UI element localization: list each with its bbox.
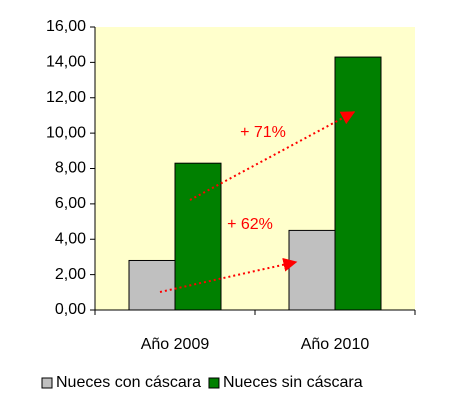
x-tick-label: Año 2010 bbox=[301, 336, 370, 353]
y-tick-label: 16,00 bbox=[46, 18, 86, 35]
bar bbox=[334, 56, 382, 311]
legend-label: Nueces sin cáscara bbox=[223, 374, 363, 391]
y-tick-label: 14,00 bbox=[46, 54, 86, 71]
y-tick-label: 2,00 bbox=[55, 266, 86, 283]
arrow bbox=[159, 257, 298, 293]
y-tick-label: 6,00 bbox=[55, 195, 86, 212]
legend-label: Nueces con cáscara bbox=[56, 374, 201, 391]
bar bbox=[128, 259, 176, 311]
bar bbox=[174, 162, 222, 311]
y-tick-label: 12,00 bbox=[46, 89, 86, 106]
bar bbox=[288, 229, 336, 311]
y-tick-label: 0,00 bbox=[55, 301, 86, 318]
y-tick-label: 10,00 bbox=[46, 124, 86, 141]
y-tick-label: 8,00 bbox=[55, 160, 86, 177]
arrow bbox=[189, 111, 356, 201]
annotation: + 71% bbox=[240, 124, 286, 141]
annotation: + 62% bbox=[227, 216, 273, 233]
x-tick-label: Año 2009 bbox=[141, 336, 210, 353]
y-tick-label: 4,00 bbox=[55, 230, 86, 247]
legend-swatch bbox=[208, 377, 220, 389]
legend-swatch bbox=[41, 377, 53, 389]
